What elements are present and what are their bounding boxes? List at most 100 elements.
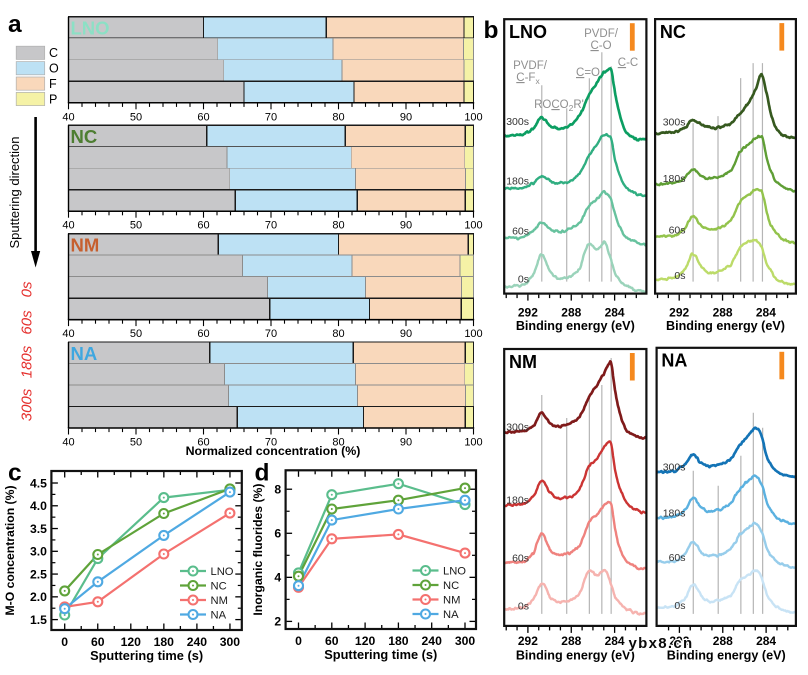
svg-text:60s: 60s	[19, 310, 36, 335]
svg-text:300s: 300s	[663, 461, 686, 473]
svg-text:C-C: C-C	[618, 57, 638, 69]
svg-text:0s: 0s	[19, 281, 36, 297]
svg-text:1.5: 1.5	[30, 613, 47, 627]
svg-text:Binding energy (eV): Binding energy (eV)	[516, 319, 635, 333]
svg-text:40: 40	[62, 437, 74, 449]
svg-text:60s: 60s	[669, 552, 686, 564]
svg-text:50: 50	[130, 220, 142, 232]
svg-text:LNO: LNO	[211, 566, 234, 578]
svg-text:4.0: 4.0	[30, 499, 47, 513]
svg-text:80: 80	[332, 220, 344, 232]
svg-text:120: 120	[121, 635, 142, 649]
svg-text:NC: NC	[211, 581, 227, 593]
svg-text:Binding energy (eV): Binding energy (eV)	[667, 648, 786, 662]
svg-text:O: O	[49, 62, 59, 76]
svg-text:Inorganic fluorides (%): Inorganic fluorides (%)	[251, 484, 265, 616]
svg-text:F: F	[49, 77, 57, 91]
svg-text:288: 288	[561, 634, 581, 648]
svg-text:300s: 300s	[506, 421, 529, 433]
svg-text:4: 4	[274, 571, 281, 585]
svg-text:LNO: LNO	[509, 22, 547, 42]
svg-text:80: 80	[332, 328, 344, 340]
svg-text:60: 60	[197, 220, 209, 232]
svg-text:288: 288	[561, 306, 581, 320]
svg-text:80: 80	[332, 437, 344, 449]
svg-text:0: 0	[295, 634, 302, 648]
svg-text:NA: NA	[211, 610, 227, 622]
svg-text:300: 300	[455, 634, 476, 648]
svg-text:100: 100	[464, 220, 482, 232]
svg-text:M-O concentration (%): M-O concentration (%)	[3, 486, 17, 616]
svg-text:C: C	[49, 46, 58, 60]
svg-text:60: 60	[197, 437, 209, 449]
svg-text:70: 70	[265, 437, 277, 449]
svg-text:0s: 0s	[674, 600, 685, 612]
svg-text:300: 300	[220, 635, 241, 649]
svg-text:NM: NM	[509, 352, 537, 372]
svg-text:100: 100	[464, 328, 482, 340]
svg-text:300s: 300s	[663, 116, 686, 128]
svg-text:60: 60	[197, 328, 209, 340]
svg-text:ROCO2R': ROCO2R'	[534, 99, 584, 113]
svg-text:180s: 180s	[663, 173, 686, 185]
svg-text:a: a	[8, 11, 22, 38]
svg-text:3.0: 3.0	[30, 545, 47, 559]
svg-text:284: 284	[605, 306, 625, 320]
svg-text:70: 70	[265, 328, 277, 340]
svg-text:180s: 180s	[663, 507, 686, 519]
svg-text:NC: NC	[660, 22, 686, 42]
svg-text:60: 60	[91, 635, 105, 649]
svg-text:NM: NM	[443, 595, 460, 607]
svg-text:ybx8.cn: ybx8.cn	[629, 635, 694, 652]
svg-text:b: b	[484, 17, 499, 44]
svg-text:C=O: C=O	[576, 67, 600, 79]
svg-text:Binding energy (eV): Binding energy (eV)	[516, 648, 635, 662]
svg-text:Binding energy (eV): Binding energy (eV)	[666, 319, 785, 333]
svg-text:60s: 60s	[669, 224, 686, 236]
svg-text:NM: NM	[71, 234, 100, 255]
svg-text:60s: 60s	[512, 552, 529, 564]
svg-text:90: 90	[400, 437, 412, 449]
svg-text:d: d	[255, 460, 270, 487]
svg-text:180: 180	[388, 634, 409, 648]
svg-text:NC: NC	[71, 126, 98, 147]
svg-text:50: 50	[130, 328, 142, 340]
svg-text:2: 2	[274, 615, 281, 629]
svg-text:90: 90	[400, 220, 412, 232]
svg-text:2.0: 2.0	[30, 590, 47, 604]
svg-text:180s: 180s	[506, 175, 529, 187]
svg-text:70: 70	[265, 111, 277, 123]
svg-text:180: 180	[154, 635, 175, 649]
svg-text:292: 292	[669, 306, 689, 320]
svg-text:300s: 300s	[506, 116, 529, 128]
svg-text:50: 50	[130, 111, 142, 123]
svg-text:Normalized concentration (%): Normalized concentration (%)	[186, 444, 361, 458]
svg-text:2.5: 2.5	[30, 567, 47, 581]
svg-text:Sputtering time (s): Sputtering time (s)	[324, 647, 437, 662]
svg-text:292: 292	[518, 306, 538, 320]
svg-text:60s: 60s	[512, 225, 529, 237]
svg-text:120: 120	[355, 634, 376, 648]
svg-text:c: c	[8, 460, 22, 487]
svg-text:90: 90	[400, 111, 412, 123]
svg-text:3.5: 3.5	[30, 522, 47, 536]
svg-text:NA: NA	[71, 343, 98, 364]
svg-text:288: 288	[713, 306, 733, 320]
svg-text:300s: 300s	[19, 388, 36, 421]
svg-text:90: 90	[400, 328, 412, 340]
svg-text:NA: NA	[443, 609, 459, 621]
svg-text:NM: NM	[211, 595, 228, 607]
svg-text:180s: 180s	[19, 345, 36, 378]
svg-text:240: 240	[187, 635, 208, 649]
svg-text:240: 240	[422, 634, 443, 648]
svg-text:PVDF/: PVDF/	[584, 28, 619, 40]
svg-text:288: 288	[713, 634, 733, 648]
svg-text:70: 70	[265, 220, 277, 232]
svg-text:Sputtering time (s): Sputtering time (s)	[90, 648, 203, 663]
svg-text:292: 292	[518, 634, 538, 648]
svg-text:C-O: C-O	[590, 40, 611, 52]
svg-text:NA: NA	[661, 351, 687, 371]
svg-text:60: 60	[325, 634, 339, 648]
svg-text:0s: 0s	[518, 600, 529, 612]
svg-text:80: 80	[332, 111, 344, 123]
